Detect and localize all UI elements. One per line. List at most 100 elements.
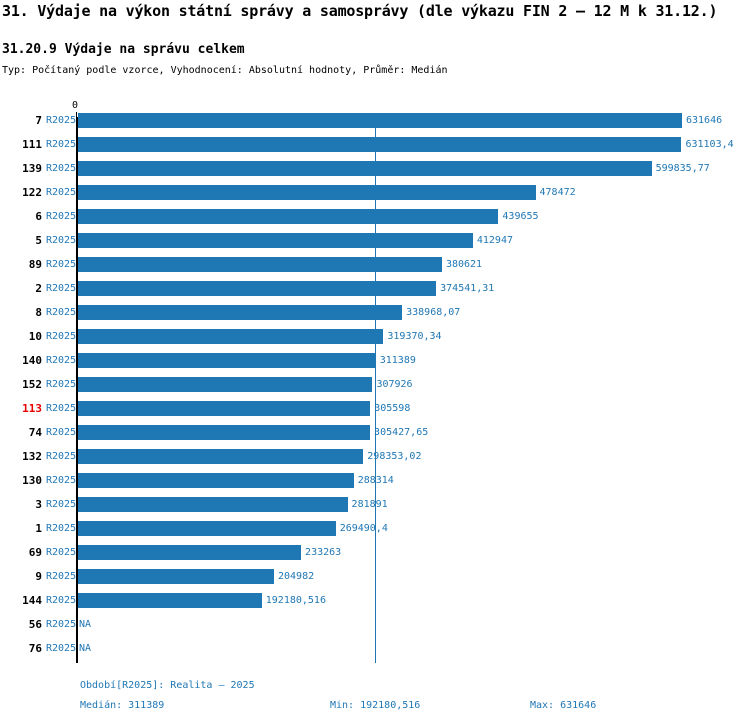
row-id-label: 122 [22,186,42,199]
bar[interactable] [78,329,384,344]
row-id-label: 6 [35,210,42,223]
table-row[interactable]: 5 R2025 412947 [0,230,750,251]
table-row[interactable]: 111 R2025 631103,4 [0,134,750,155]
row-id-label: 69 [28,546,42,559]
row-id-label: 74 [28,426,42,439]
bar-value-label: 631103,4 [685,139,734,150]
bar-value-label: 305427,65 [374,427,429,438]
chart-type-line: Typ: Počítaný podle vzorce, Vyhodnocení:… [2,65,448,76]
bar[interactable] [78,521,336,536]
bar[interactable] [78,473,354,488]
bar-value-label: 305598 [374,403,411,414]
table-row[interactable]: 76 R2025 NA [0,638,750,659]
table-row[interactable]: 3 R2025 281891 [0,494,750,515]
bar-value-label: 269490,4 [339,523,388,534]
legend-period: Období[R2025]: Realita – 2025 [80,680,255,691]
row-period-label: R2025 [46,547,77,558]
bar[interactable] [78,569,274,584]
row-id-label: 89 [28,258,42,271]
bar-value-label: 599835,77 [655,163,710,174]
bar[interactable] [78,353,376,368]
bar-value-label: 631646 [686,115,723,126]
table-row[interactable]: 9 R2025 204982 [0,566,750,587]
row-period-label: R2025 [46,427,77,438]
table-row[interactable]: 8 R2025 338968,07 [0,302,750,323]
row-id-label: 9 [35,570,42,583]
table-row[interactable]: 89 R2025 380621 [0,254,750,275]
row-period-label: R2025 [46,115,77,126]
bar-value-label: 204982 [278,571,315,582]
chart-subtitle: 31.20.9 Výdaje na správu celkem [2,42,245,57]
bar[interactable] [78,137,682,152]
bar[interactable] [78,425,371,440]
table-row[interactable]: 6 R2025 439655 [0,206,750,227]
row-period-label: R2025 [46,139,77,150]
row-id-label: 144 [22,594,42,607]
table-row[interactable]: 130 R2025 288314 [0,470,750,491]
table-row[interactable]: 132 R2025 298353,02 [0,446,750,467]
row-period-label: R2025 [46,475,77,486]
bar-value-label: 298353,02 [367,451,422,462]
bar[interactable] [78,113,682,128]
row-period-label: R2025 [46,211,77,222]
page-title: 31. Výdaje na výkon státní správy a samo… [2,2,718,20]
bar-value-label: 412947 [476,235,513,246]
table-row[interactable]: 144 R2025 192180,516 [0,590,750,611]
median-reference-line [375,117,376,663]
bar[interactable] [78,593,262,608]
bar[interactable] [78,281,437,296]
table-row[interactable]: 139 R2025 599835,77 [0,158,750,179]
bar-value-label: 288314 [357,475,394,486]
bar[interactable] [78,185,536,200]
row-period-label: R2025 [46,403,77,414]
table-row[interactable]: 140 R2025 311389 [0,350,750,371]
row-period-label: R2025 [46,235,77,246]
row-period-label: R2025 [46,595,77,606]
table-row[interactable]: 56 R2025 NA [0,614,750,635]
table-row[interactable]: 10 R2025 319370,34 [0,326,750,347]
table-row[interactable]: 7 R2025 631646 [0,110,750,131]
bar-na-label: NA [79,643,92,654]
row-period-label: R2025 [46,259,77,270]
row-id-label: 140 [22,354,42,367]
axis-vertical-line [76,117,78,663]
row-id-label: 139 [22,162,42,175]
table-row[interactable]: 152 R2025 307926 [0,374,750,395]
chart-footer: Období[R2025]: Realita – 2025 Medián: 31… [0,680,750,726]
bar[interactable] [78,161,652,176]
axis-zero-tick [76,112,77,117]
bar-value-label: 192180,516 [265,595,326,606]
table-row[interactable]: 2 R2025 374541,31 [0,278,750,299]
bar[interactable] [78,449,364,464]
row-period-label: R2025 [46,523,77,534]
row-id-label: 2 [35,282,42,295]
table-row[interactable]: 1 R2025 269490,4 [0,518,750,539]
row-period-label: R2025 [46,571,77,582]
table-row[interactable]: 74 R2025 305427,65 [0,422,750,443]
bar-na-label: NA [79,619,92,630]
bar-value-label: 380621 [445,259,483,270]
bar[interactable] [78,233,473,248]
row-id-label: 132 [22,450,42,463]
bar-value-label: 338968,07 [406,307,461,318]
stat-max: Max: 631646 [530,700,597,711]
bar[interactable] [78,545,302,560]
bar[interactable] [78,377,373,392]
row-period-label: R2025 [46,499,77,510]
row-id-label: 76 [28,642,42,655]
row-id-label: 7 [35,114,42,127]
bar-value-label: 307926 [376,379,413,390]
bar[interactable] [78,401,371,416]
plot-area: 0 7 R2025 631646 111 R2025 631103,4 139 R2025 59… [0,100,750,670]
bar[interactable] [78,209,499,224]
bar[interactable] [78,497,348,512]
table-row[interactable]: 122 R2025 478472 [0,182,750,203]
table-row[interactable]: 113 R2025 305598 [0,398,750,419]
bar[interactable] [78,257,442,272]
bar[interactable] [78,305,403,320]
stat-min: Min: 192180,516 [330,700,421,711]
row-period-label: R2025 [46,451,77,462]
table-row[interactable]: 69 R2025 233263 [0,542,750,563]
row-period-label: R2025 [46,379,77,390]
